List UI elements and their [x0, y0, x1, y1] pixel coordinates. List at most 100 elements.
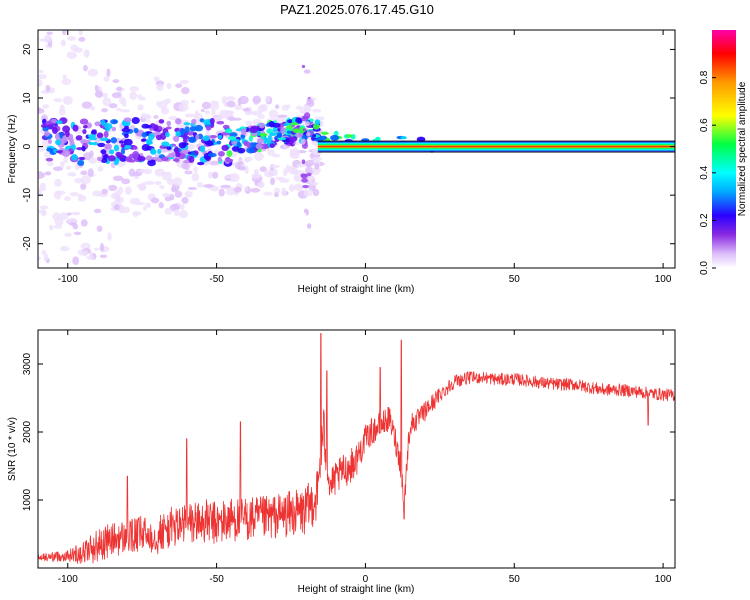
heatmap-cell — [38, 108, 45, 114]
x-tick-label: 0 — [363, 274, 369, 285]
heatmap-cell — [205, 125, 212, 131]
heatmap-cell — [245, 120, 253, 126]
heatmap-cell — [295, 105, 304, 111]
heatmap-cell — [188, 155, 195, 163]
heatmap-cell — [222, 124, 230, 129]
heatmap-cell — [259, 104, 268, 110]
heatmap-cell — [274, 192, 279, 198]
y-tick-label: -10 — [22, 187, 33, 202]
heatmap-cell — [243, 186, 248, 191]
heatmap-cell — [306, 98, 313, 105]
heatmap-cell — [197, 161, 205, 166]
heatmap-cell — [190, 152, 196, 156]
heatmap-cell — [52, 126, 58, 135]
heatmap-cell — [173, 135, 180, 143]
heatmap-cell — [99, 137, 109, 142]
heatmap-cell — [38, 188, 42, 197]
heatmap-cell — [93, 247, 99, 251]
heatmap-cell — [267, 135, 272, 139]
heatmap-cell — [226, 100, 236, 108]
heatmap-cell — [80, 242, 91, 250]
heatmap-cell — [73, 231, 82, 236]
heatmap-cell — [80, 175, 92, 185]
heatmap-cell — [133, 127, 139, 134]
heatmap-cell — [290, 122, 299, 126]
heatmap-cell — [68, 148, 74, 152]
heatmap-cell — [294, 170, 305, 175]
heatmap-cell — [204, 110, 211, 115]
heatmap-cell — [80, 170, 88, 176]
heatmap-cell — [195, 134, 200, 140]
heatmap-cell — [150, 197, 160, 204]
heatmap-cell — [173, 209, 180, 217]
heatmap-cell — [263, 191, 273, 196]
heatmap-cell — [39, 182, 47, 192]
heatmap-cell — [286, 104, 291, 108]
heatmap-cell — [226, 110, 235, 115]
heatmap-cell — [314, 162, 320, 170]
heatmap-cell — [194, 110, 199, 119]
heatmap-cell — [197, 181, 204, 188]
heatmap-cell — [61, 149, 71, 157]
heatmap-cell — [159, 145, 164, 149]
heatmap-cell — [38, 78, 43, 87]
heatmap-cell — [203, 184, 214, 188]
heatmap-cell — [87, 68, 99, 77]
heatmap-cell — [182, 137, 188, 143]
heatmap-cell — [65, 165, 72, 170]
heatmap-cell — [63, 156, 68, 164]
heatmap-cell — [277, 132, 283, 138]
heatmap-cell — [129, 91, 138, 100]
heatmap-cell — [225, 96, 236, 101]
heatmap-cell — [123, 144, 132, 150]
heatmap-cell — [164, 131, 170, 138]
heatmap-cell — [55, 190, 66, 195]
heatmap-cell — [246, 141, 251, 148]
heatmap-cell — [268, 121, 275, 128]
chart-title: PAZ1.2025.076.17.45.G10 — [280, 2, 434, 17]
heatmap-cell — [300, 138, 306, 145]
heatmap-cell — [301, 159, 306, 165]
heatmap-cell — [181, 86, 190, 95]
heatmap-cell — [157, 148, 162, 155]
heatmap-cell — [234, 186, 242, 193]
heatmap-cell — [183, 122, 191, 126]
spectrogram-frame — [37, 29, 676, 269]
heatmap-cell — [217, 156, 222, 163]
heatmap-cell — [166, 146, 172, 151]
heatmap-cell — [156, 83, 164, 92]
heatmap-cell — [314, 116, 325, 121]
heatmap-cell — [306, 172, 312, 177]
heatmap-cell — [47, 161, 54, 167]
heatmap-cell — [161, 141, 170, 147]
heatmap-cell — [145, 119, 151, 123]
heatmap-cell — [295, 117, 303, 124]
heatmap-cell — [302, 128, 307, 132]
heatmap-cell — [265, 95, 270, 103]
heatmap-cell — [227, 136, 236, 141]
heatmap-cell — [295, 141, 300, 146]
heatmap-cell — [96, 156, 103, 162]
heatmap-cell — [67, 172, 77, 177]
x-tick-label: 100 — [655, 574, 672, 585]
heatmap-cell — [153, 114, 159, 119]
heatmap-cell — [118, 96, 126, 105]
heatmap-cell — [164, 207, 173, 215]
heatmap-cell — [142, 168, 153, 175]
snr-frame — [37, 329, 676, 569]
heatmap-cell — [277, 137, 287, 141]
heatmap-cell — [104, 143, 113, 150]
heatmap-cell — [120, 147, 126, 155]
heatmap-cell — [333, 130, 339, 136]
heatmap-cell — [38, 38, 49, 42]
heatmap-cell — [148, 133, 155, 141]
heatmap-cell — [94, 121, 102, 127]
x-tick-label: -100 — [58, 274, 78, 285]
heatmap-cell — [60, 39, 67, 47]
heatmap-cell — [305, 163, 312, 168]
heatmap-cell — [108, 149, 115, 155]
heatmap-cell — [156, 101, 161, 107]
heatmap-cell — [54, 178, 62, 187]
x-tick-label: -50 — [209, 574, 224, 585]
heatmap-cell — [181, 196, 189, 204]
